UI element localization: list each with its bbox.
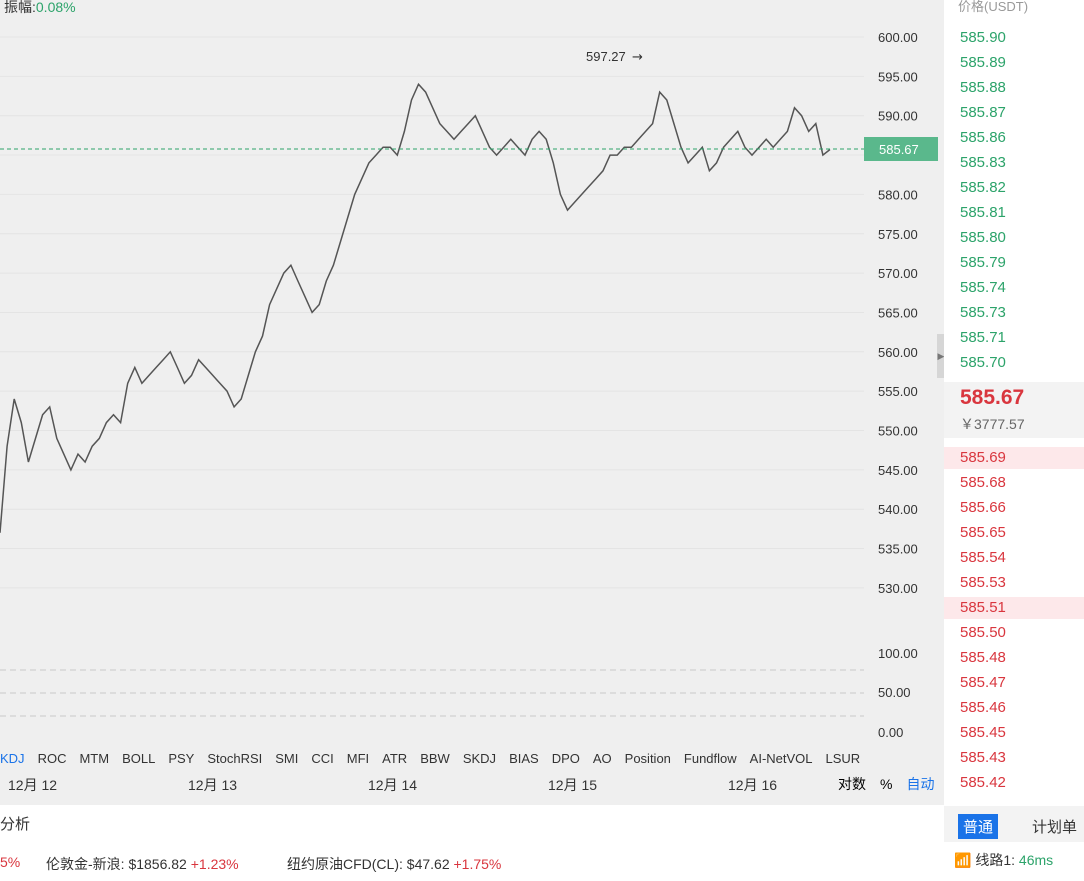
tab-stochrsi[interactable]: StochRSI [207,750,263,766]
current-price-tag: 585.67 [879,142,919,157]
price-tick: 535.00 [878,542,918,557]
price-chart[interactable]: 600.00595.00590.00585.00580.00575.00570.… [0,0,944,745]
tab-position[interactable]: Position [624,750,671,766]
ticker-bar: 5% 伦敦金-新浪: $1856.82 +1.23% 纽约原油CFD(CL): … [0,848,944,876]
price-tick: 540.00 [878,502,918,517]
bid-row[interactable]: 585.47 [960,674,1006,691]
axis-controls: 对数 % 自动 [838,772,944,796]
date-axis: 12月 12 12月 13 12月 14 12月 15 12月 16 [0,772,838,796]
date-label: 12月 16 [728,777,778,793]
collapse-toggle[interactable]: ▶ [937,334,945,378]
normal-order-tab[interactable]: 普通 [958,814,999,839]
log-scale-toggle[interactable]: 对数 [838,776,866,792]
svg-text:→: → [632,50,643,65]
bid-row[interactable]: 585.45 [960,724,1006,741]
tab-skdj[interactable]: SKDJ [462,750,497,766]
tab-ao[interactable]: AO [592,750,612,766]
tab-mfi[interactable]: MFI [346,750,370,766]
ask-row[interactable]: 585.71 [960,329,1006,346]
tab-kdj[interactable]: KDJ [0,750,25,766]
bid-row[interactable]: 585.54 [960,549,1006,566]
tab-cci[interactable]: CCI [311,750,334,766]
price-tick: 555.00 [878,384,918,399]
ticker-prefix: 5% [0,854,21,870]
price-tick: 550.00 [878,424,918,439]
ask-row[interactable]: 585.86 [960,129,1006,146]
ask-row[interactable]: 585.90 [960,29,1006,46]
bid-row[interactable]: 585.42 [960,774,1006,791]
bid-row[interactable]: 585.48 [960,649,1006,666]
ask-row[interactable]: 585.81 [960,204,1006,221]
order-mode-bar: 普通 计划单 [944,806,1084,842]
ask-row[interactable]: 585.79 [960,254,1006,271]
ask-row[interactable]: 585.74 [960,279,1006,296]
analysis-label[interactable]: 分析 [0,816,31,833]
ask-row[interactable]: 585.88 [960,79,1006,96]
indicator-tick: 50.00 [878,685,911,700]
price-tick: 565.00 [878,305,918,320]
high-marker: 597.27 [586,49,626,64]
orderbook: 价格(USDT) 585.90 585.89 585.88 585.87 585.86 5… [944,0,1084,881]
bid-row[interactable]: 585.51 [944,597,1084,619]
date-label: 12月 12 [8,777,58,793]
last-price-box: 585.67 ￥3777.57 [944,382,1084,438]
price-tick: 560.00 [878,345,918,360]
ask-row[interactable]: 585.82 [960,179,1006,196]
orderbook-header: 价格(USDT) [958,0,1029,14]
bid-row[interactable]: 585.69 [944,447,1084,469]
indicator-tick: 100.00 [878,646,918,661]
plan-order-tab[interactable]: 计划单 [1032,819,1078,836]
tab-atr[interactable]: ATR [382,750,408,766]
bid-row[interactable]: 585.66 [960,499,1006,516]
bid-row[interactable]: 585.68 [960,474,1006,491]
date-label: 12月 13 [188,777,238,793]
last-price-cny: ￥3777.57 [960,416,1025,432]
ticker-oil[interactable]: 纽约原油CFD(CL): $47.62 +1.75% [287,856,502,872]
close-price-line [0,82,831,533]
price-tick: 580.00 [878,187,918,202]
network-status: 📶 线路1: 46ms [954,852,1054,868]
price-tick: 575.00 [878,227,918,242]
ask-row[interactable]: 585.89 [960,54,1006,71]
wifi-icon: 📶 [954,852,972,868]
bid-row[interactable]: 585.43 [960,749,1006,766]
bid-row[interactable]: 585.50 [960,624,1006,641]
tab-ai-netvol[interactable]: AI-NetVOL [749,750,813,766]
price-tick: 530.00 [878,581,918,596]
price-tick: 595.00 [878,69,918,84]
tab-bbw[interactable]: BBW [420,750,450,766]
bid-row[interactable]: 585.53 [960,574,1006,591]
auto-scale-toggle[interactable]: 自动 [906,776,935,792]
tab-psy[interactable]: PSY [168,750,195,766]
date-label: 12月 14 [368,777,418,793]
date-label: 12月 15 [548,777,598,793]
last-price: 585.67 [960,386,1025,409]
ask-row[interactable]: 585.83 [960,154,1006,171]
ask-row[interactable]: 585.70 [960,354,1006,371]
ticker-gold[interactable]: 伦敦金-新浪: $1856.82 +1.23% [46,856,239,872]
bid-row[interactable]: 585.46 [960,699,1006,716]
tab-roc[interactable]: ROC [37,750,67,766]
tab-dpo[interactable]: DPO [551,750,580,766]
tab-mtm[interactable]: MTM [79,750,110,766]
price-tick: 570.00 [878,266,918,281]
indicator-tabs: KDJ ROC MTM BOLL PSY StochRSI SMI CCI MFI ATR BBW S… [0,745,860,771]
tab-smi[interactable]: SMI [275,750,299,766]
tab-bias[interactable]: BIAS [509,750,539,766]
tab-fundflow[interactable]: Fundflow [683,750,737,766]
bid-row[interactable]: 585.65 [960,524,1006,541]
price-tick: 600.00 [878,30,918,45]
indicator-tick: 0.00 [878,725,903,740]
price-tick: 590.00 [878,109,918,124]
ask-row[interactable]: 585.87 [960,104,1006,121]
ask-row[interactable]: 585.80 [960,229,1006,246]
tab-lsur[interactable]: LSUR [825,750,861,766]
tab-boll[interactable]: BOLL [122,750,156,766]
percent-scale-toggle[interactable]: % [880,776,893,792]
price-tick: 545.00 [878,463,918,478]
chart-area[interactable]: 600.00595.00590.00585.00580.00575.00570.… [0,0,945,805]
ask-row[interactable]: 585.73 [960,304,1006,321]
amplitude: 振幅:0.08% [4,0,76,15]
